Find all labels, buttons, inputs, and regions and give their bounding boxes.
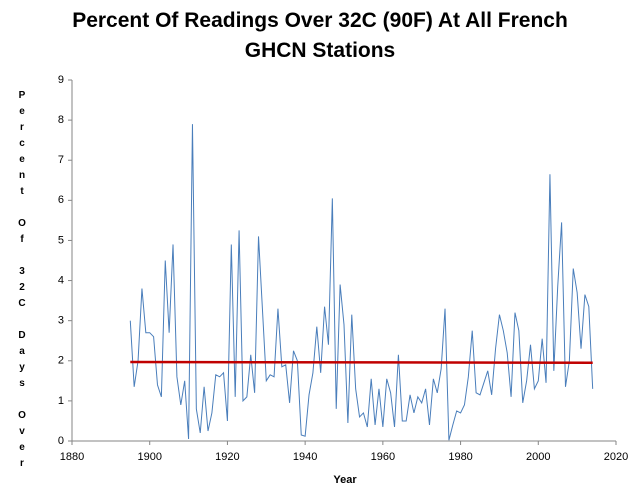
- x-tick-label: 2020: [604, 451, 628, 463]
- y-tick-label: 5: [58, 234, 64, 246]
- trend-line: [130, 360, 593, 365]
- data-line: [129, 124, 594, 441]
- x-axis-label: Year: [333, 474, 357, 486]
- y-tick-label: 1: [58, 395, 64, 407]
- y-tick-label: 6: [58, 194, 64, 206]
- x-tick-label: 1900: [137, 451, 161, 463]
- y-tick-label: 0: [58, 435, 64, 447]
- y-tick-label: 4: [58, 274, 64, 286]
- x-tick-label: 2000: [526, 451, 550, 463]
- x-tick-label: 1960: [371, 451, 395, 463]
- x-tick-label: 1980: [448, 451, 472, 463]
- y-tick-label: 3: [58, 315, 64, 327]
- x-tick-label: 1940: [293, 451, 317, 463]
- y-tick-label: 7: [58, 154, 64, 166]
- y-tick-label: 2: [58, 355, 64, 367]
- x-tick-label: 1880: [60, 451, 84, 463]
- chart-title: Percent Of Readings Over 32C (90F) At Al…: [72, 9, 568, 62]
- y-tick-label: 8: [58, 114, 64, 126]
- y-tick-label: 9: [58, 74, 64, 86]
- y-axis-label: Percent Of 32C Days Over: [17, 90, 28, 474]
- x-tick-label: 1920: [215, 451, 239, 463]
